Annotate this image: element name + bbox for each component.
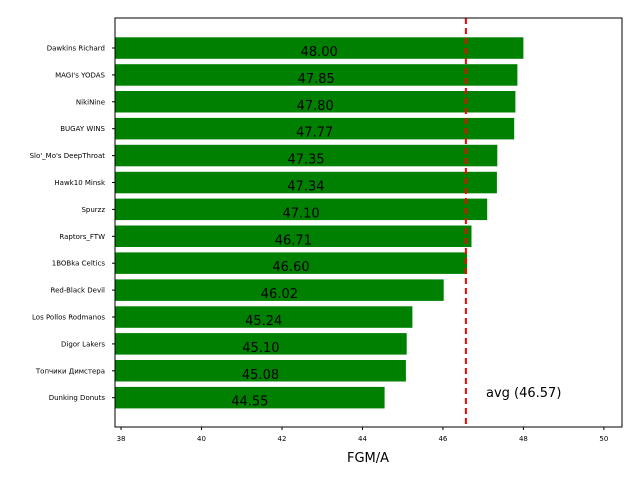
x-axis-title: FGM/A xyxy=(347,451,389,466)
y-tick-label: Топчики Димстера xyxy=(35,367,105,375)
y-tick-label: NikiNine xyxy=(76,98,105,106)
y-tick-label: Slo'_Mo's DeepThroat xyxy=(30,152,106,160)
bar xyxy=(115,252,468,274)
bar-value-label: 47.80 xyxy=(297,99,334,114)
y-axis: Dawkins Richard MAGI's YODAS NikiNine BUGAY… xyxy=(30,45,115,402)
bar xyxy=(115,360,406,382)
bar xyxy=(115,144,498,167)
bar xyxy=(115,306,413,328)
x-tick-label: 50 xyxy=(599,435,608,443)
y-tick-label: Hawk10 Minsk xyxy=(54,179,106,187)
y-tick-label: Dunking Donuts xyxy=(49,394,106,402)
y-tick-label: Digor Lakers xyxy=(61,340,105,348)
bar xyxy=(115,198,488,221)
x-tick-label: 46 xyxy=(438,435,447,443)
bar-value-label: 46.60 xyxy=(272,260,309,275)
y-tick-label: BUGAY WINS xyxy=(60,125,105,133)
bar xyxy=(115,225,472,247)
y-tick-label: Red-Black Devil xyxy=(51,287,106,295)
bar-value-label: 48.00 xyxy=(301,45,338,60)
bar xyxy=(115,333,407,355)
x-tick-label: 40 xyxy=(197,435,206,443)
bar-value-label: 46.02 xyxy=(261,287,298,302)
y-tick-label: Raptors_FTW xyxy=(59,233,105,241)
plot-frame xyxy=(114,17,623,428)
x-axis: 38 40 42 44 46 48 50 xyxy=(117,427,608,443)
bar xyxy=(115,386,385,409)
bar-value-label: 47.85 xyxy=(298,72,335,87)
bar xyxy=(115,117,515,140)
bar-value-label: 47.35 xyxy=(287,153,324,168)
bars-layer: 48.00 47.85 47.80 47.77 47.35 47.34 47.10 46.71… xyxy=(115,37,524,410)
bar-value-label: 47.34 xyxy=(287,180,324,195)
bar xyxy=(115,279,444,301)
bar xyxy=(115,64,518,86)
bar-value-label: 45.24 xyxy=(245,314,282,329)
x-tick-label: 38 xyxy=(117,435,126,443)
bar xyxy=(115,91,516,113)
y-tick-label: Los Pollos Rodmanos xyxy=(32,314,105,322)
bar-value-label: 47.10 xyxy=(282,206,319,221)
bar-value-label: 45.08 xyxy=(242,368,279,383)
bar xyxy=(115,37,524,59)
y-tick-label: MAGI's YODAS xyxy=(55,71,105,79)
bar xyxy=(115,171,497,194)
average-annotation: avg (46.57) xyxy=(486,386,561,401)
bar-value-label: 45.10 xyxy=(242,341,279,356)
x-tick-label: 48 xyxy=(519,435,528,443)
x-tick-label: 44 xyxy=(358,435,367,443)
y-tick-label: Dawkins Richard xyxy=(47,45,105,53)
bar-value-label: 47.77 xyxy=(296,126,333,141)
bar-value-label: 44.55 xyxy=(231,395,268,410)
y-tick-label: 1BOBka Celtics xyxy=(52,260,106,268)
bar-value-label: 46.71 xyxy=(275,233,312,248)
x-tick-label: 42 xyxy=(278,435,287,443)
y-tick-label: Spurzz xyxy=(81,206,105,214)
